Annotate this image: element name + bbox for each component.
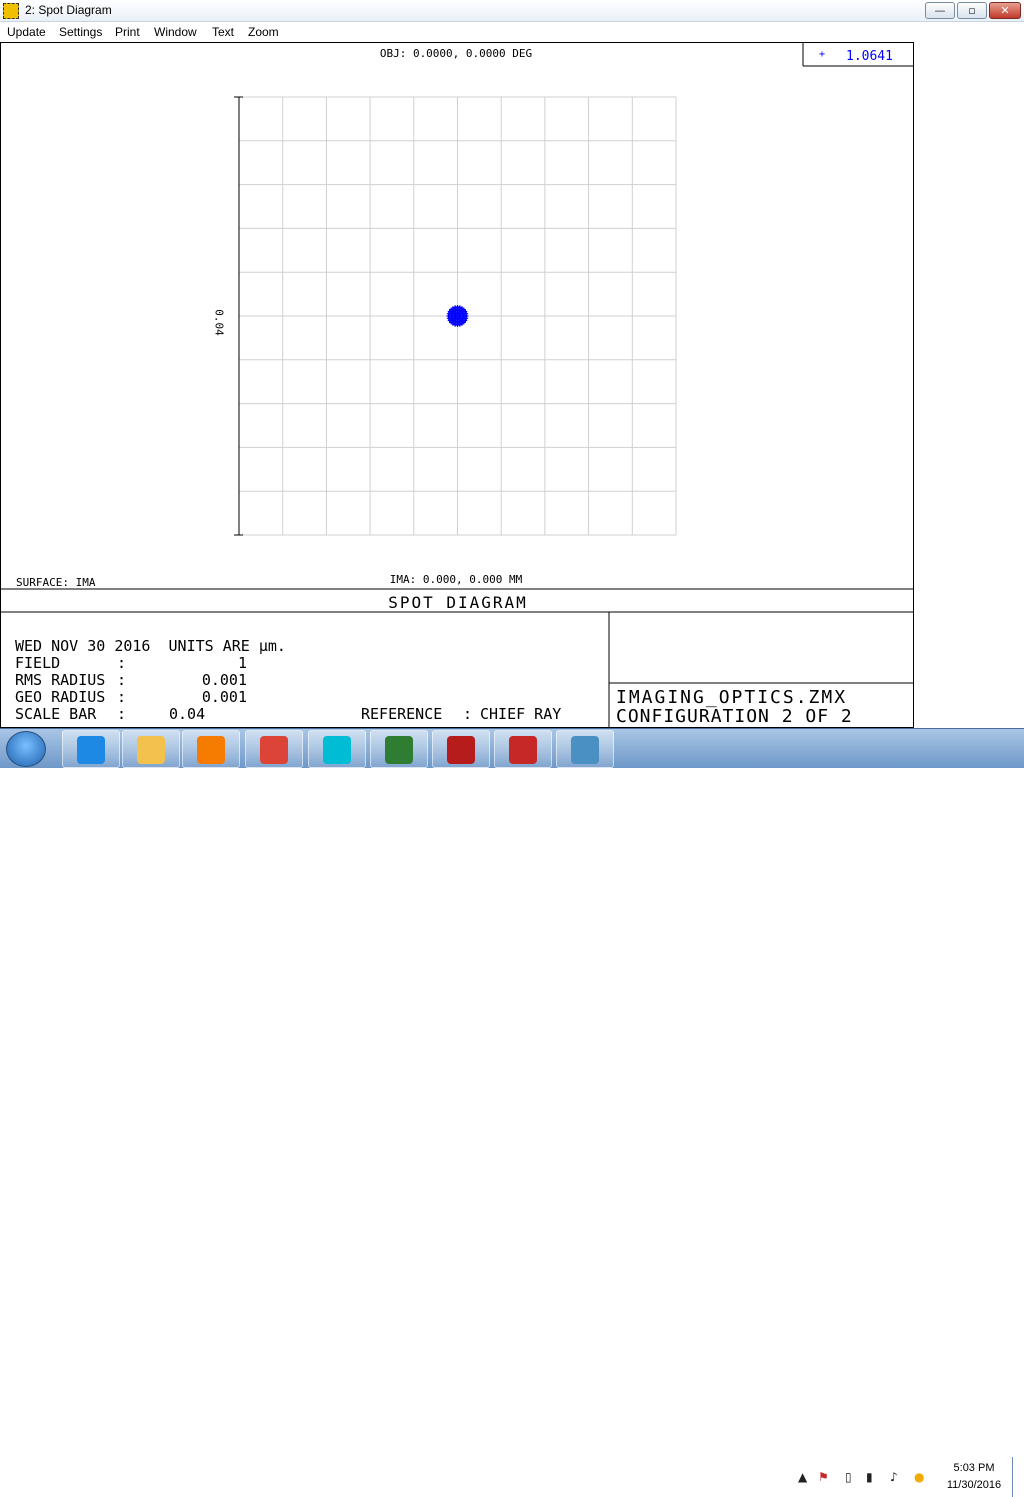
chrome-icon: [260, 736, 288, 764]
spot-ray-mark: [457, 311, 462, 316]
close-button[interactable]: ✕: [989, 2, 1021, 19]
taskbar: ▲ ⚑ ▯ ▮ ♪ ● 5:03 PM 11/30/2016: [0, 728, 1024, 1497]
date-units-line: WED NOV 30 2016 UNITS ARE µm.: [15, 637, 286, 655]
network-icon[interactable]: ▮: [866, 1470, 873, 1484]
battery-icon[interactable]: ▯: [845, 1470, 852, 1484]
spot-ray-mark: [446, 311, 451, 316]
menu-window[interactable]: Window: [154, 25, 197, 39]
menu-settings[interactable]: Settings: [59, 25, 103, 39]
object-field-label: OBJ: 0.0000, 0.0000 DEG: [379, 47, 533, 60]
title-bar[interactable]: 2: Spot Diagram — ▫ ✕: [0, 0, 1024, 22]
legend-wavelength: 1.0641: [846, 49, 893, 64]
rms-radius-value: 0.001: [201, 671, 247, 689]
spot-ray-mark: [457, 316, 462, 321]
spot-ray-mark: [453, 311, 458, 316]
spot-ray-mark: [460, 321, 464, 326]
reference-label: REFERENCE: [361, 705, 443, 723]
menu-print[interactable]: Print: [115, 25, 140, 39]
volume-icon[interactable]: ♪: [890, 1470, 898, 1484]
menu-zoom[interactable]: Zoom: [248, 25, 279, 39]
tray-expand-icon[interactable]: ▲: [798, 1470, 808, 1484]
restore-button[interactable]: ▫: [957, 2, 987, 19]
rms-radius-separator: :: [117, 671, 127, 689]
lens-file-name: IMAGING_OPTICS.ZMX: [616, 687, 848, 708]
field-separator: :: [117, 654, 127, 672]
scale-bar-info-label: SCALE BAR: [15, 705, 97, 723]
plot-title: SPOT DIAGRAM: [388, 593, 528, 612]
menu-bar: Update Settings Print Window Text Zoom: [0, 22, 1024, 42]
taskbar-file-explorer-button[interactable]: [122, 730, 180, 768]
spot-ray-mark: [453, 316, 458, 321]
scale-bar-info-value: 0.04: [169, 705, 206, 723]
update-icon[interactable]: ●: [914, 1470, 925, 1484]
zemax-app-icon[interactable]: [3, 3, 19, 19]
spot-ray-mark: [451, 306, 455, 311]
show-desktop-button[interactable]: [1012, 1457, 1024, 1497]
taskbar-acrobat-reader-button[interactable]: [432, 730, 490, 768]
start-button[interactable]: [6, 731, 46, 767]
surface-label: SURFACE: IMA: [16, 576, 96, 589]
media-player-icon: [197, 736, 225, 764]
minimize-button[interactable]: —: [925, 2, 955, 19]
spot-ray-mark: [464, 311, 469, 316]
task-manager-icon: [385, 736, 413, 764]
plot-grid: [238, 96, 677, 536]
configuration-label: CONFIGURATION 2 OF 2: [616, 706, 853, 727]
image-coordinates-label: IMA: 0.000, 0.000 MM: [389, 573, 523, 586]
geo-radius-value: 0.001: [201, 688, 247, 706]
zemax-icon: [323, 736, 351, 764]
spot-diagram-window: 2: Spot Diagram — ▫ ✕ Update Settings Pr…: [0, 0, 1024, 728]
taskbar-internet-explorer-button[interactable]: [62, 730, 120, 768]
taskbar-zemax-button[interactable]: [308, 730, 366, 768]
field-value: 1: [237, 654, 247, 672]
spot-ray-mark: [453, 322, 458, 327]
scale-bar-label: 0.04: [212, 309, 226, 336]
plot-canvas: [0, 43, 914, 728]
menu-update[interactable]: Update: [7, 25, 46, 39]
spot-ray-mark: [447, 318, 452, 323]
mcafee-icon: [509, 736, 537, 764]
taskbar-chrome-button[interactable]: [245, 730, 303, 768]
spot-ray-mark: [464, 316, 469, 321]
window-title: 2: Spot Diagram: [25, 3, 112, 17]
action-center-icon[interactable]: ⚑: [818, 1470, 829, 1484]
scale-bar-info-separator: :: [117, 705, 127, 723]
taskbar-media-player-button[interactable]: [182, 730, 240, 768]
geo-radius-separator: :: [117, 688, 127, 706]
spot-diagram-plot: OBJ: 0.0000, 0.0000 DEG + 1.0641 0.04 SU…: [0, 42, 914, 728]
reference-separator: :: [463, 705, 473, 723]
reference-value: CHIEF RAY: [480, 705, 562, 723]
taskbar-mcafee-button[interactable]: [494, 730, 552, 768]
spot-ray-mark: [463, 309, 468, 314]
file-explorer-icon: [137, 736, 165, 764]
clock-date[interactable]: 11/30/2016: [946, 1479, 1002, 1491]
taskbar-task-manager-button[interactable]: [370, 730, 428, 768]
menu-text[interactable]: Text: [212, 25, 235, 39]
window-background: [914, 42, 1024, 728]
spot-ray-mark: [457, 305, 462, 310]
rms-radius-label: RMS RADIUS: [15, 671, 106, 689]
geo-radius-label: GEO RADIUS: [15, 688, 106, 706]
legend-symbol: +: [819, 49, 826, 60]
field-label: FIELD: [15, 654, 61, 672]
photo-viewer-icon: [571, 736, 599, 764]
internet-explorer-icon: [77, 736, 105, 764]
taskbar-photo-viewer-button[interactable]: [556, 730, 614, 768]
spot-rays: [446, 305, 469, 327]
clock-time[interactable]: 5:03 PM: [953, 1462, 995, 1474]
acrobat-reader-icon: [447, 736, 475, 764]
